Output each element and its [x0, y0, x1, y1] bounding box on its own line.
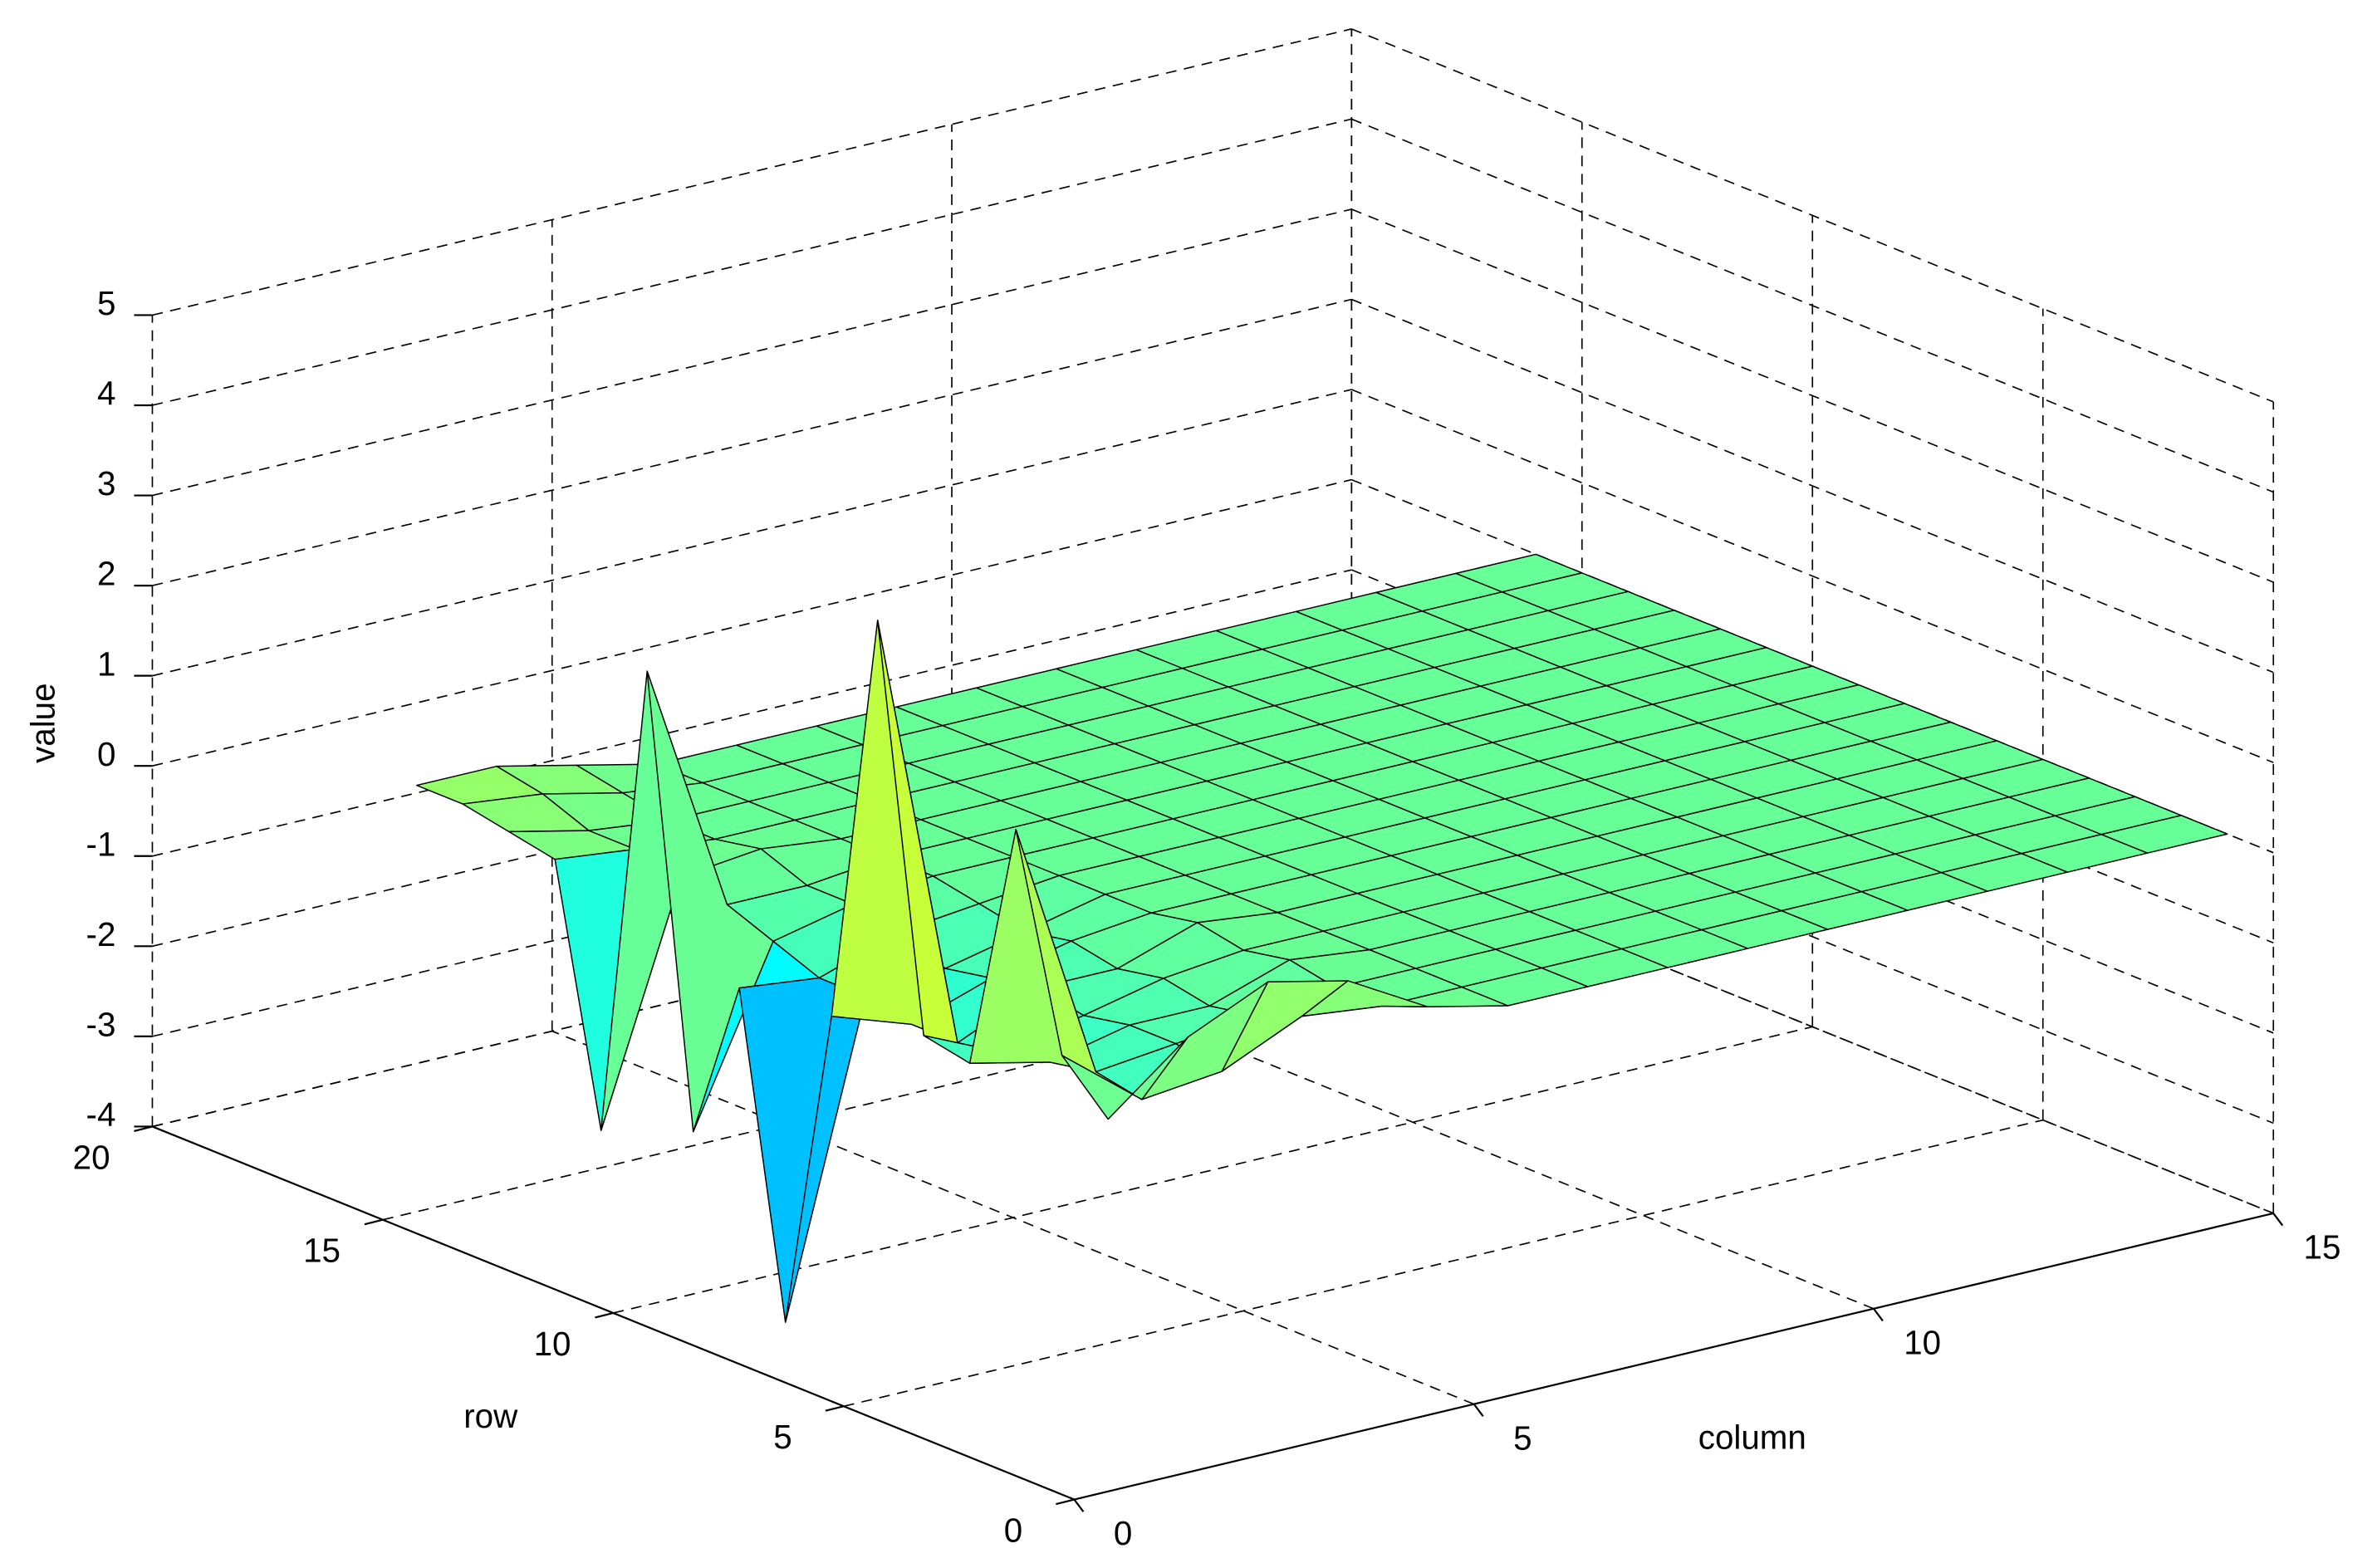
- y-tick: [364, 1218, 384, 1226]
- grid-line: [613, 1026, 1813, 1314]
- x-tick: [1473, 1403, 1484, 1417]
- x-axis-line: [1074, 1212, 2274, 1501]
- z-tick-label: -3: [86, 1006, 116, 1044]
- z-tick-label: 0: [97, 735, 115, 773]
- z-tick-label: -2: [86, 915, 116, 953]
- x-tick: [2272, 1213, 2284, 1227]
- z-tick-label: 5: [97, 284, 115, 322]
- y-tick: [825, 1405, 845, 1412]
- x-tick-label: 0: [1114, 1514, 1132, 1552]
- z-tick-label: 4: [97, 375, 115, 413]
- y-tick-label: 5: [773, 1418, 792, 1456]
- y-tick: [595, 1311, 614, 1319]
- grid-line: [152, 208, 1352, 497]
- x-axis-label: column: [1698, 1419, 1806, 1457]
- x-tick: [1073, 1498, 1085, 1512]
- grid-line: [1350, 389, 2274, 763]
- grid-line: [152, 389, 1352, 677]
- grid-line: [152, 28, 1352, 316]
- z-tick-label: -1: [86, 825, 116, 863]
- x-tick-label: 5: [1513, 1419, 1532, 1457]
- z-tick-label: 3: [97, 464, 115, 502]
- y-tick-label: 0: [1004, 1512, 1022, 1550]
- y-tick-label: 10: [534, 1325, 571, 1363]
- y-tick-label: 20: [73, 1138, 110, 1176]
- y-tick-label: 15: [303, 1232, 341, 1270]
- z-tick-label: -4: [86, 1095, 116, 1134]
- y-axis-label: row: [463, 1397, 518, 1435]
- grid-line: [843, 1119, 2043, 1408]
- y-tick: [134, 1125, 153, 1132]
- z-axis-label: value: [24, 683, 62, 762]
- x-tick-label: 10: [1904, 1323, 1941, 1361]
- grid-line: [1350, 298, 2274, 674]
- x-tick: [1873, 1308, 1884, 1322]
- y-tick: [1056, 1498, 1075, 1506]
- grid-line: [152, 298, 1352, 586]
- z-tick-label: 2: [97, 555, 115, 593]
- z-tick-label: 1: [97, 644, 115, 683]
- x-tick-label: 15: [2304, 1228, 2341, 1267]
- grid-line: [152, 478, 1352, 767]
- grid-line: [152, 118, 1352, 406]
- grid-line: [152, 569, 1352, 857]
- surface-face: [1061, 1036, 1189, 1120]
